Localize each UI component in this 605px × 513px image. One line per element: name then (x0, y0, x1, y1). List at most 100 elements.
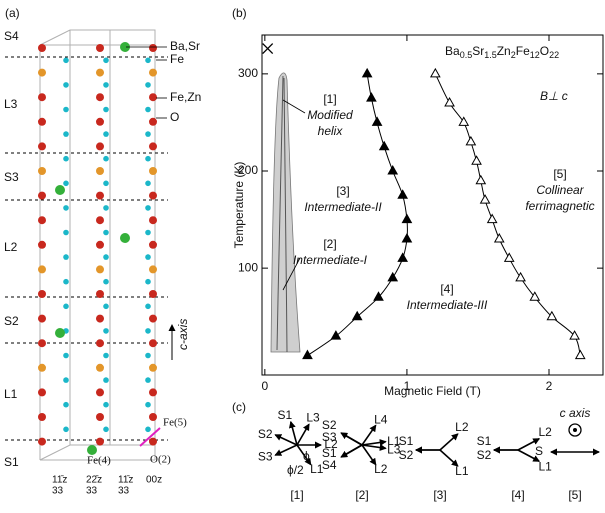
atom (38, 240, 46, 249)
atom (96, 44, 104, 52)
spin-arrow (296, 444, 312, 466)
spin-arrow (361, 444, 387, 451)
region-label: [2] (323, 237, 336, 251)
atom (96, 339, 104, 348)
data-point (479, 194, 491, 204)
formula-part: O (540, 44, 549, 58)
region-label: Intermediate-II (304, 200, 382, 214)
data-point (458, 116, 470, 126)
region-label: [4] (440, 282, 453, 296)
y-axis-title: Temperature (K) (232, 162, 246, 249)
spin-arrow (361, 424, 377, 446)
position-denominator: 33 (52, 486, 64, 497)
atom (63, 377, 69, 383)
cell-bottom (39, 444, 155, 461)
atom (149, 167, 157, 175)
spin-label: c axis (560, 406, 591, 420)
x-tick-label: 0 (261, 379, 268, 393)
atom (96, 240, 104, 249)
formula-part: Ba (445, 44, 460, 58)
atom (103, 131, 109, 137)
atom-label: Fe,Zn (170, 90, 201, 104)
formula-part: 0.5 (460, 50, 473, 60)
layer-label: S1 (4, 455, 19, 469)
field-orientation: B⊥ c (540, 89, 568, 103)
spin-label: S1 (477, 434, 492, 448)
atom (87, 445, 97, 455)
atom (103, 278, 109, 285)
data-point (371, 116, 383, 126)
atom (96, 93, 104, 102)
atom (103, 180, 109, 187)
atom (38, 93, 46, 102)
data-point (444, 96, 455, 107)
spin-label: L4 (374, 413, 388, 427)
atom (96, 363, 104, 372)
x-tick-label: 2 (546, 379, 553, 393)
atom (149, 117, 157, 126)
spin-arrow (340, 432, 363, 446)
atom-label: Ba,Sr (170, 39, 200, 53)
spin-arrow (439, 449, 459, 467)
region-label: Collinear (536, 183, 584, 197)
atom (149, 191, 157, 200)
x-tick-label: 1 (404, 379, 411, 393)
atom (38, 44, 46, 52)
atom (103, 254, 109, 260)
atom (96, 216, 104, 225)
position-denominator: 33 (118, 486, 130, 497)
atom (63, 82, 69, 88)
atom (63, 205, 69, 211)
axis-label: c-axis (176, 319, 190, 350)
data-point (401, 213, 413, 224)
atom (103, 57, 109, 64)
atom (145, 254, 151, 260)
atom (38, 339, 46, 348)
site-label: Fe(4) (87, 455, 111, 467)
atom (145, 205, 151, 211)
atom (149, 339, 157, 348)
spin-arrow (288, 420, 298, 446)
region-label: ferrimagnetic (525, 199, 594, 213)
x-axis-title: Magnetic Field (T) (384, 384, 481, 398)
spin-label: S1 (322, 446, 337, 460)
spin-arrow (361, 444, 377, 466)
y-tick-label: 200 (238, 163, 258, 177)
atom (145, 401, 151, 408)
diagram-label: [1] (290, 488, 303, 502)
data-point (401, 232, 413, 243)
region-boundary (283, 77, 288, 353)
spin-arrow (517, 438, 541, 451)
spin-label: L1 (539, 459, 553, 473)
data-point (493, 232, 505, 243)
layer-label: S3 (4, 170, 19, 184)
spin-label: S3 (258, 449, 273, 463)
data-point (546, 310, 558, 321)
atom (63, 229, 69, 236)
atom (103, 155, 109, 162)
data-point (351, 310, 363, 321)
atom (63, 131, 69, 137)
atom (149, 363, 157, 372)
spin-label: S4 (322, 458, 337, 472)
position-label: 11̄z (52, 475, 67, 486)
atom (103, 401, 109, 408)
atom (38, 265, 46, 274)
atom (63, 106, 69, 113)
leader-line (282, 99, 306, 114)
atom (149, 68, 157, 77)
atom (145, 352, 151, 359)
atom (103, 229, 109, 236)
layer-label: L3 (4, 97, 18, 111)
region-label: [5] (553, 167, 566, 181)
data-point (302, 349, 313, 360)
atom (38, 142, 46, 151)
atom (145, 229, 151, 236)
atom (96, 290, 104, 298)
atom (145, 180, 151, 187)
atom (38, 117, 46, 126)
layer-label: S4 (4, 29, 19, 43)
